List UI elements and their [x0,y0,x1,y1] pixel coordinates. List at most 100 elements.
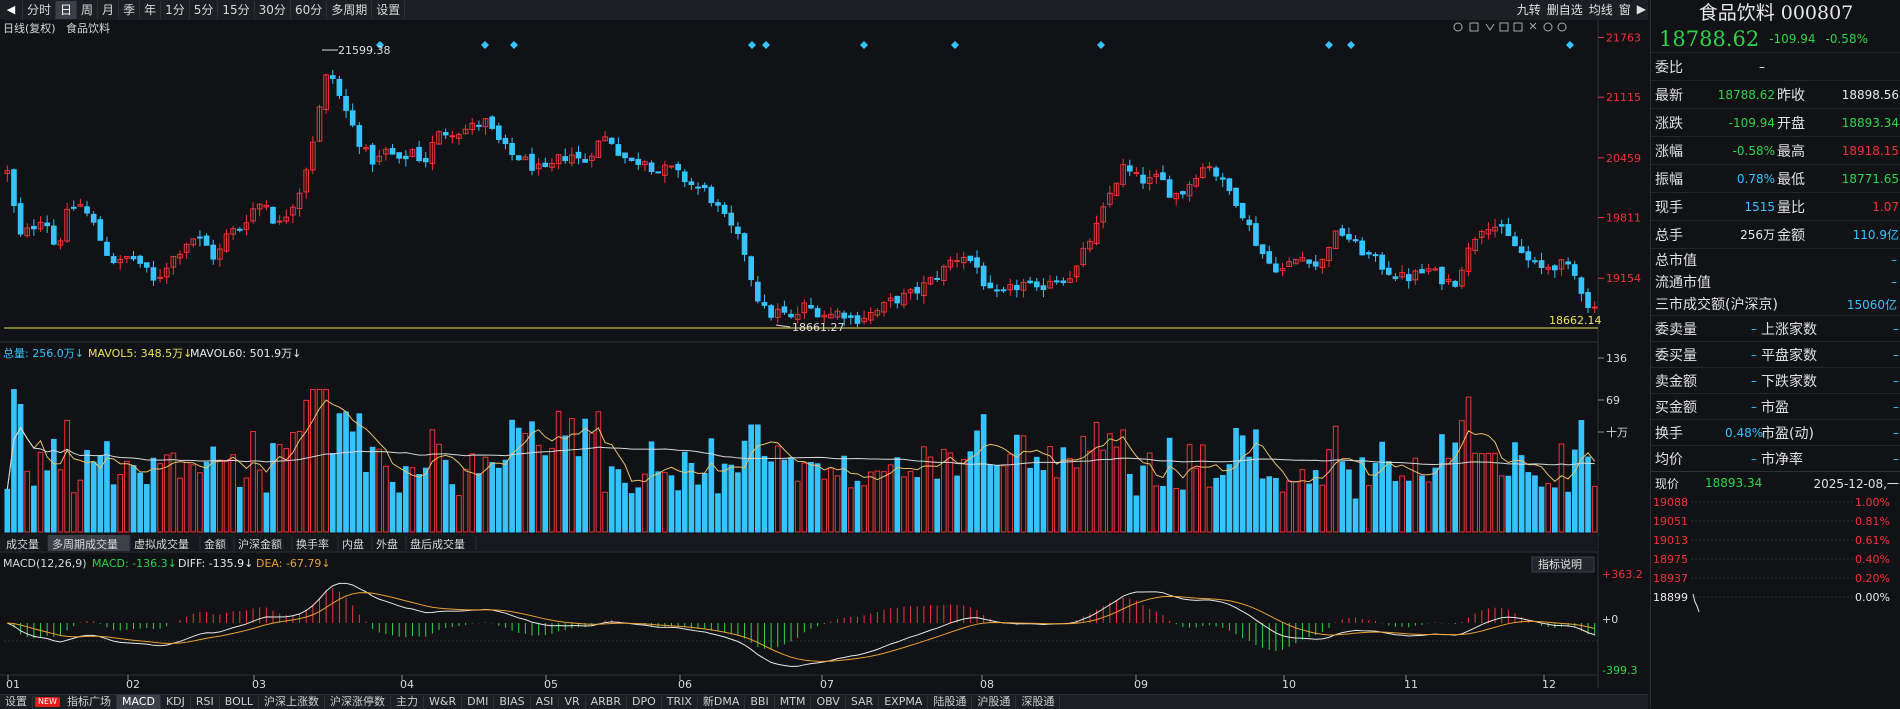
indicator-tab[interactable]: 沪深上涨数 [259,695,326,709]
candle [495,125,502,140]
candle [276,220,283,223]
volume-bar [1591,485,1598,533]
period-tab[interactable]: 60分 [291,1,328,19]
indicator-tab[interactable]: 指标广场 [62,695,117,709]
indicator-tab[interactable]: DMI [462,695,495,709]
candle [1532,260,1538,263]
volume-bar [615,469,622,533]
zoom-out-icon[interactable] [1557,22,1567,32]
indicator-tab[interactable]: 主力 [391,695,425,709]
volume-bar [1000,465,1007,533]
indicator-tab[interactable]: MTM [775,695,812,709]
period-tab[interactable]: 5分 [190,1,219,19]
volume-tab[interactable]: 成交量 [6,537,39,551]
zoom-in-icon[interactable] [1543,22,1553,32]
remove-favorite-button[interactable]: 删自选 [1546,2,1583,17]
volume-bar [442,459,449,533]
indicator-tab[interactable]: 设置 [0,695,33,709]
indicator-tab[interactable]: RSI [191,695,220,709]
period-tab[interactable]: 15分 [218,1,255,19]
month-label: 04 [400,678,414,688]
candle [1518,246,1525,253]
period-tab[interactable]: 日 [56,1,78,19]
candle [4,170,11,175]
prev-arrow-icon[interactable]: ◀ [0,1,23,19]
candle [1419,269,1425,274]
indicator-tab[interactable]: 沪深涨停数 [325,695,392,709]
volume-tab[interactable]: 内盘 [342,537,364,551]
indicator-tab[interactable]: 陆股通 [928,695,973,709]
indicator-tab[interactable]: ASI [531,695,560,709]
volume-bar [495,467,502,533]
volume-bar [409,467,416,533]
indicator-tab[interactable]: W&R [424,695,463,709]
market-row: 三市成交额(沪深京) 15060亿 [1655,297,1897,313]
hand-icon[interactable] [1469,22,1479,32]
volume-bar [1352,498,1359,533]
candle [163,267,170,278]
volume-tab[interactable]: 换手率 [296,537,329,551]
indicator-tab[interactable]: BIAS [494,695,531,709]
indicator-tab[interactable]: SAR [846,695,880,709]
candle [57,240,64,246]
indicator-tab[interactable]: 新DMA [698,695,746,709]
period-tab[interactable]: 周 [77,1,99,19]
price-axis: 21763 21115 20459 19811 19154 [1606,31,1641,285]
indicator-tab[interactable]: EXPMA [879,695,929,709]
volume-bar [522,432,529,533]
eye-icon[interactable] [1453,22,1463,32]
indicator-tab[interactable]: VR [559,695,586,709]
candle [901,292,907,306]
candle [854,315,861,324]
delete-icon[interactable] [1499,22,1509,32]
period-tab[interactable]: 设置 [372,1,406,19]
volume-tab[interactable]: 沪深金额 [238,537,282,551]
indicator-help-button[interactable]: 指标说明 [1531,556,1595,573]
svg-text:21599.38: 21599.38 [338,44,391,57]
volume-bar [947,452,954,533]
scissor-icon[interactable] [1529,22,1537,30]
window-button[interactable]: 窗 [1618,2,1631,17]
candle [1399,272,1405,278]
volume-tab[interactable]: 虚拟成交量 [134,537,189,551]
lock-icon[interactable] [1513,22,1523,32]
volume-bar [64,419,70,533]
volume-bar [1425,481,1432,533]
kline-chart[interactable]: 日线(复权) 食品饮料 21763 21115 20459 19811 19154 21… [0,20,1648,688]
indicator-tab[interactable]: TRIX [662,695,698,709]
indicator-tab[interactable]: MACD [116,695,161,709]
indicator-tab[interactable]: OBV [811,695,846,709]
volume-tab[interactable]: 外盘 [376,537,398,551]
candle [482,118,489,128]
period-tab[interactable]: 年 [140,1,162,19]
jiuzhuan-button[interactable]: 九转 [1516,2,1541,17]
candle [808,305,814,309]
next-arrow-icon[interactable]: ▶ [1636,2,1646,16]
period-tab[interactable]: 多周期 [327,1,373,19]
volume-tab[interactable]: 盘后成交量 [410,537,465,551]
candle [1465,247,1472,272]
indicator-tab[interactable]: 沪股通 [972,695,1017,709]
period-tab[interactable]: 分时 [23,1,57,19]
ma-button[interactable]: 均线 [1588,2,1613,17]
candle [668,165,675,168]
volume-bar [210,446,217,533]
period-tab[interactable]: 季 [119,1,141,19]
period-tab[interactable]: 月 [98,1,120,19]
indicator-tab[interactable]: BOLL [220,695,260,709]
period-tab[interactable]: 1分 [161,1,190,19]
indicator-tab[interactable]: ARBR [586,695,627,709]
indicator-tab[interactable]: KDJ [161,695,191,709]
volume-bar [283,448,290,533]
indicator-tab[interactable]: 深股通 [1016,695,1061,709]
indicator-tab[interactable]: BBI [745,695,775,709]
period-tab[interactable]: 30分 [255,1,291,19]
volume-bar [50,438,57,533]
volume-bar [1492,452,1498,533]
undo-icon[interactable] [1485,23,1495,31]
indicator-tab[interactable]: DPO [627,695,662,709]
market-rows: 总市值 – 流通市值 – 三市成交额(沪深京) 15060亿 [1651,248,1900,315]
volume-tab[interactable]: 金额 [204,537,226,551]
candle [1180,191,1186,195]
volume-tab[interactable]: 多周期成交量 [52,537,118,551]
